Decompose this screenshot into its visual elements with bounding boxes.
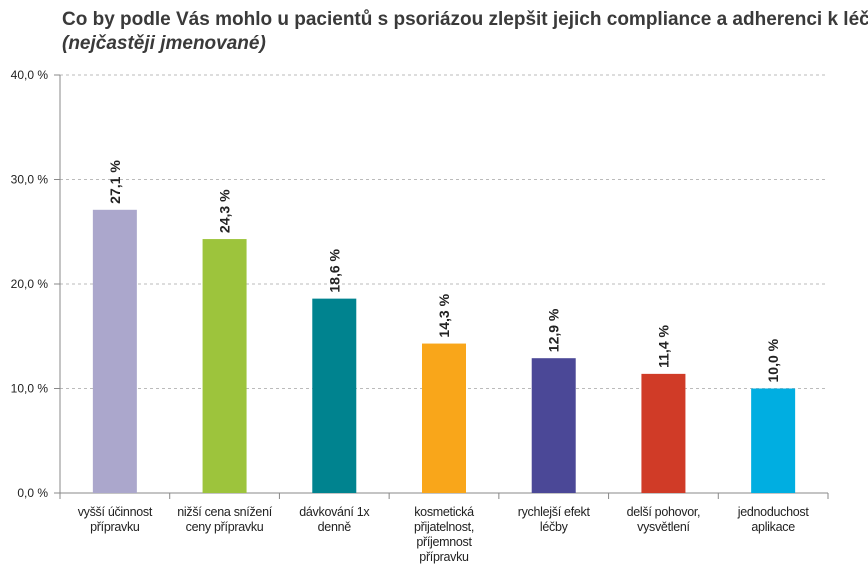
chart-title-block: Co by podle Vás mohlo u pacientů s psori… <box>62 8 868 56</box>
bar <box>422 343 466 493</box>
chart-title: Co by podle Vás mohlo u pacientů s psori… <box>62 9 868 30</box>
bar <box>751 388 796 493</box>
x-tick-label: vyšší účinnost přípravku <box>77 505 153 534</box>
y-tick-label: 40,0 % <box>11 68 49 82</box>
bar <box>202 239 247 493</box>
x-tick-label: rychlejší efekt léčby <box>517 505 590 534</box>
y-tick-label: 30,0 % <box>11 173 49 187</box>
y-tick-label: 20,0 % <box>11 277 49 291</box>
value-label: 14,3 % <box>436 293 452 337</box>
value-label: 10,0 % <box>765 338 781 382</box>
x-tick-label: kosmetická přijatelnost, příjemnost příp… <box>413 505 475 564</box>
x-tick-label: jednoduchost aplikace <box>737 505 809 534</box>
bar <box>531 358 576 493</box>
value-label: 11,4 % <box>655 325 671 368</box>
x-tick-label: dávkování 1x denně <box>299 505 370 534</box>
chart-subtitle: (nejčastěji jmenované) <box>62 33 266 54</box>
bar <box>641 373 686 493</box>
x-tick-label: nižší cena snížení ceny přípravku <box>177 505 272 534</box>
y-tick-label: 0,0 % <box>17 486 48 500</box>
bar <box>312 298 357 493</box>
value-label: 27,1 % <box>107 160 123 204</box>
value-label: 24,3 % <box>217 189 233 233</box>
y-tick-label: 10,0 % <box>11 382 49 396</box>
x-tick-label: delší pohovor, vysvětlení <box>626 505 701 534</box>
value-label: 18,6 % <box>326 248 342 292</box>
value-label: 12,9 % <box>546 308 562 352</box>
bar <box>92 209 137 493</box>
